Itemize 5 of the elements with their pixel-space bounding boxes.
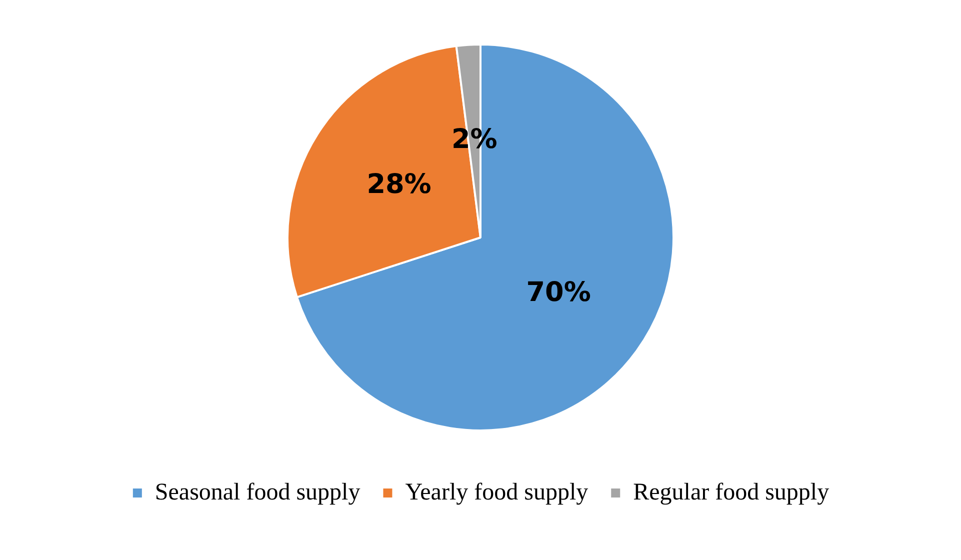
data-label: 70% bbox=[526, 277, 591, 308]
legend-label: Regular food supply bbox=[633, 479, 830, 506]
legend-label: Yearly food supply bbox=[405, 479, 588, 506]
legend-label: Seasonal food supply bbox=[154, 479, 360, 506]
data-label: 28% bbox=[366, 168, 432, 200]
